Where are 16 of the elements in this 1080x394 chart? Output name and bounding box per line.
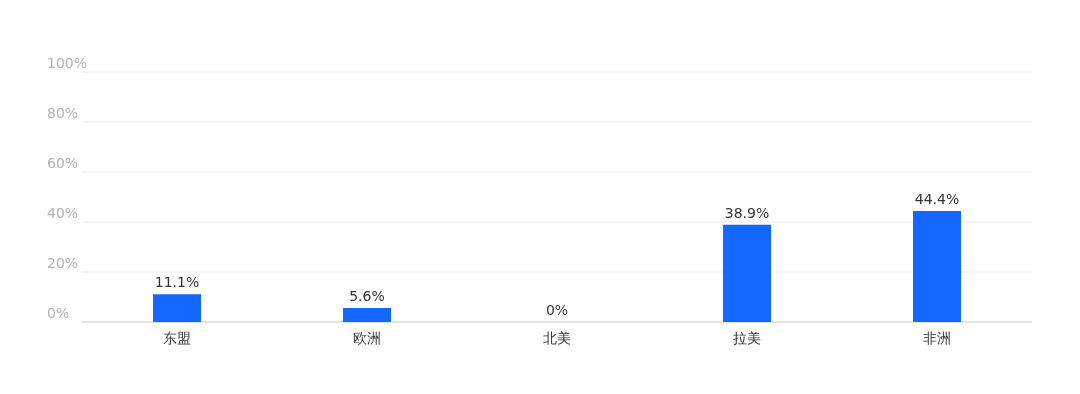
data-label: 5.6% (349, 288, 385, 304)
x-tick-label: 东盟 (163, 330, 191, 346)
x-tick-label: 北美 (543, 330, 571, 346)
data-label: 11.1% (154, 274, 200, 291)
y-tick-label: 0% (47, 305, 70, 321)
y-tick-label: 20% (47, 255, 79, 271)
x-tick-label: 非洲 (923, 330, 951, 346)
y-tick-label: 40% (47, 205, 79, 221)
x-tick-label: 拉美 (733, 330, 761, 346)
data-label: 44.4% (914, 191, 960, 207)
data-label: 38.9% (724, 204, 770, 221)
y-tick-label: 80% (47, 105, 79, 121)
x-tick-label: 欧洲 (353, 330, 381, 346)
y-tick-label: 100% (47, 55, 88, 71)
y-tick-label: 60% (47, 155, 79, 171)
data-label: 0% (545, 302, 569, 318)
